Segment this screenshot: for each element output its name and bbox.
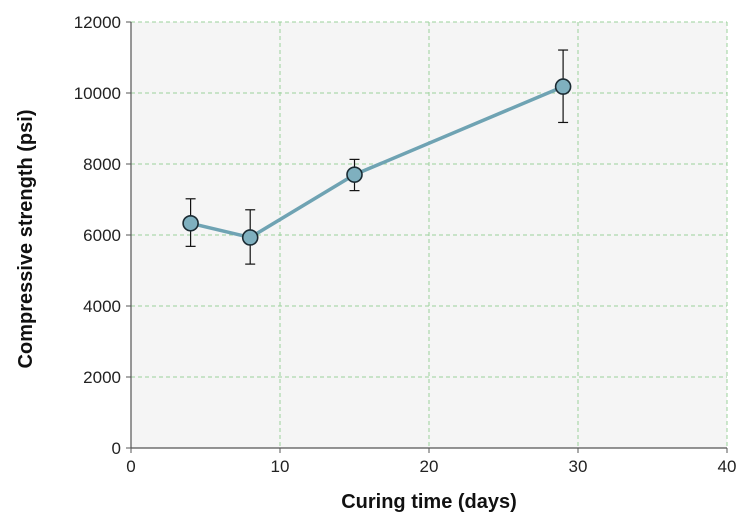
data-point — [241, 229, 259, 246]
x-tick-label: 40 — [718, 457, 737, 476]
x-axis-title: Curing time (days) — [341, 491, 517, 513]
x-tick-label: 20 — [420, 457, 439, 476]
y-tick-label: 6000 — [83, 226, 121, 245]
series-line — [188, 84, 565, 240]
data-point — [554, 78, 572, 95]
tick-labels: 0 10 20 30 40 0 2000 4000 6000 8000 10000 12000 — [74, 13, 737, 476]
y-tick-label: 8000 — [83, 155, 121, 174]
y-tick-label: 4000 — [83, 297, 121, 316]
data-point — [182, 214, 199, 232]
series — [182, 49, 572, 265]
y-tick-label: 2000 — [83, 368, 121, 387]
x-tick-label: 10 — [271, 457, 290, 476]
x-tick-label: 0 — [126, 457, 135, 476]
x-tick-label: 30 — [569, 457, 588, 476]
y-tick-label: 10000 — [74, 84, 121, 103]
y-tick-label: 0 — [112, 439, 121, 458]
y-tick-label: 12000 — [74, 13, 121, 32]
grid-lines — [131, 21, 728, 448]
y-axis-title: Compressive strength (psi) — [15, 110, 37, 369]
data-point — [346, 166, 363, 183]
